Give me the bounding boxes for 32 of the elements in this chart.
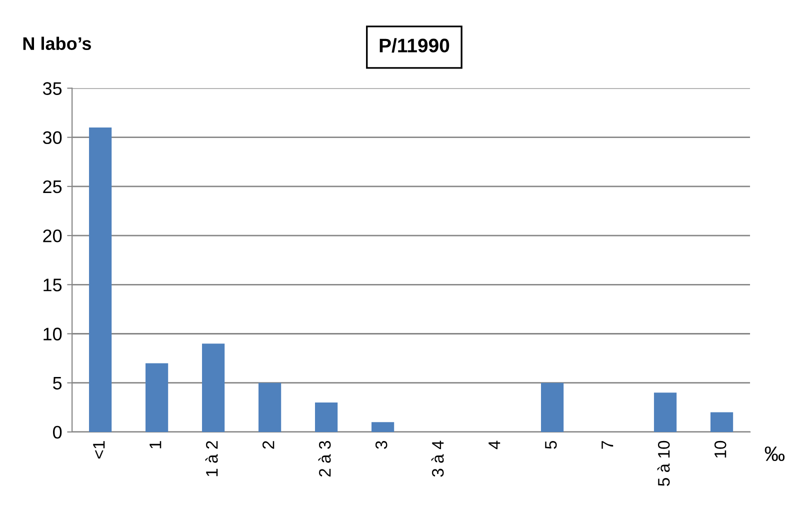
y-tick-label: 25 [43,180,62,194]
bar [540,382,564,432]
x-tick-label: 3 à 4 [431,440,444,477]
bar [146,363,168,432]
bar [315,402,338,432]
y-tick-label: 35 [42,82,62,95]
bar [710,412,734,432]
x-tick-label: 5 à 10 [657,440,670,486]
y-tick-label: 30 [42,131,62,144]
x-tick-label: 1 [150,441,162,448]
x-tick-label: 1 à 2 [205,441,218,476]
y-tick-label: 15 [44,278,62,292]
y-tick-label: 10 [44,328,62,340]
x-tick-label: 2 à 3 [318,441,331,477]
x-tick-label: <1 [93,441,105,458]
x-tick-label: 10 [714,440,726,458]
x-axis-title: ‰ [764,446,785,462]
y-tick-label: 20 [43,229,62,242]
chart-title: P/11990 [380,38,450,53]
bar [654,392,677,432]
x-tick-label: 5 [545,440,557,449]
x-tick-label: 4 [488,440,500,450]
y-tick-label: 5 [53,376,62,390]
bar [372,422,394,432]
bar [89,128,112,432]
y-tick-label: 0 [53,426,62,439]
bar [258,382,282,432]
x-tick-label: 7 [602,441,614,449]
bar [202,344,225,432]
x-tick-label: 3 [375,441,388,449]
x-tick-label: 2 [262,441,274,449]
y-axis-title: N labo’s [23,36,91,50]
